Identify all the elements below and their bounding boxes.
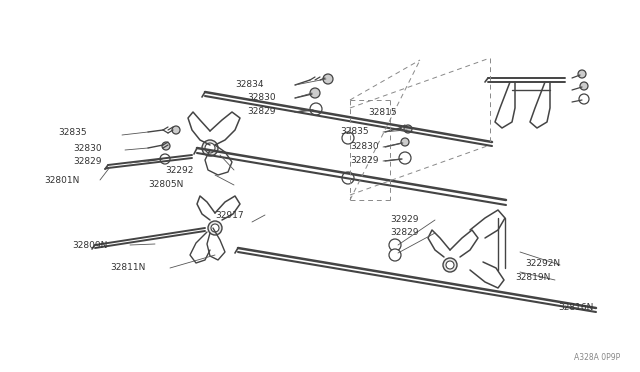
Text: 32815: 32815 <box>368 108 397 116</box>
Circle shape <box>399 152 411 164</box>
Text: 32816N: 32816N <box>558 302 593 311</box>
Circle shape <box>323 74 333 84</box>
Circle shape <box>208 221 222 235</box>
Text: 32830: 32830 <box>350 141 379 151</box>
Text: 32292: 32292 <box>165 166 193 174</box>
Circle shape <box>310 88 320 98</box>
Circle shape <box>579 94 589 104</box>
Text: 32829: 32829 <box>247 106 275 115</box>
Circle shape <box>310 103 322 115</box>
Circle shape <box>211 224 219 232</box>
Circle shape <box>401 138 409 146</box>
Circle shape <box>172 126 180 134</box>
Circle shape <box>404 125 412 133</box>
Circle shape <box>342 172 354 184</box>
Text: 32929: 32929 <box>390 215 419 224</box>
Circle shape <box>202 140 218 156</box>
Text: 32292N: 32292N <box>525 259 560 267</box>
Text: 32830: 32830 <box>247 93 276 102</box>
Text: 32829: 32829 <box>73 157 102 166</box>
Circle shape <box>446 261 454 269</box>
Text: 32835: 32835 <box>58 128 86 137</box>
Text: A328A 0P9P: A328A 0P9P <box>573 353 620 362</box>
Circle shape <box>389 239 401 251</box>
Text: 32829: 32829 <box>350 155 378 164</box>
Circle shape <box>342 132 354 144</box>
Text: 32809N: 32809N <box>72 241 108 250</box>
Text: 32819N: 32819N <box>515 273 550 282</box>
Text: 32830: 32830 <box>73 144 102 153</box>
Text: 32829: 32829 <box>390 228 419 237</box>
Text: 32917: 32917 <box>215 211 244 219</box>
Circle shape <box>389 249 401 261</box>
Text: 32835: 32835 <box>340 126 369 135</box>
Circle shape <box>205 143 215 153</box>
Circle shape <box>162 142 170 150</box>
Text: 32805N: 32805N <box>148 180 184 189</box>
Text: 32811N: 32811N <box>110 263 145 273</box>
Circle shape <box>578 70 586 78</box>
Circle shape <box>580 82 588 90</box>
Circle shape <box>443 258 457 272</box>
Text: 32834: 32834 <box>235 80 264 89</box>
Text: 32801N: 32801N <box>44 176 79 185</box>
Circle shape <box>160 154 170 164</box>
